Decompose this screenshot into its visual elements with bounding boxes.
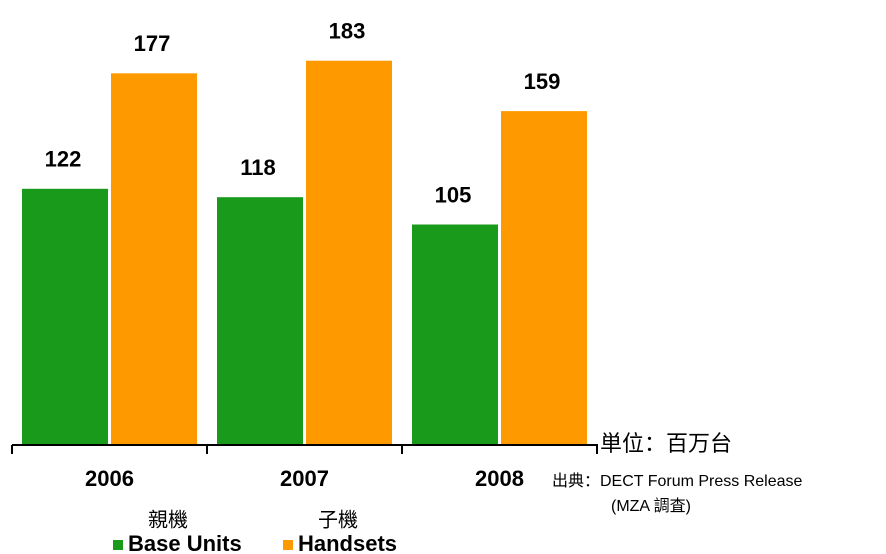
legend-label: Base Units xyxy=(128,531,242,554)
unit-note: 単位：百万台 xyxy=(600,431,732,456)
value-label: 183 xyxy=(329,19,366,44)
value-label: 105 xyxy=(435,182,472,207)
legend-swatch xyxy=(283,540,293,550)
bar xyxy=(217,197,303,445)
x-tick-label: 2007 xyxy=(280,466,329,491)
source: (MZA 調査) xyxy=(611,497,691,515)
bar xyxy=(111,73,197,446)
value-label: 177 xyxy=(134,31,171,56)
bar xyxy=(306,60,392,445)
bar xyxy=(501,111,587,445)
value-label: 118 xyxy=(240,155,276,180)
legend-swatch xyxy=(113,540,123,550)
value-label: 122 xyxy=(45,147,82,172)
x-tick-label: 2006 xyxy=(85,466,134,491)
bar xyxy=(412,224,498,445)
value-label: 159 xyxy=(524,69,561,94)
bar xyxy=(22,188,108,446)
source: 出典：DECT Forum Press Release xyxy=(552,472,803,490)
legend-label-ja: 子機 xyxy=(318,508,358,531)
x-tick-label: 2008 xyxy=(475,466,524,491)
legend-label: Handsets xyxy=(298,531,397,554)
legend-label-ja: 親機 xyxy=(148,508,188,531)
